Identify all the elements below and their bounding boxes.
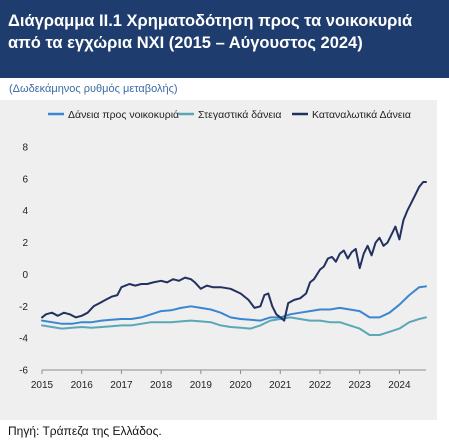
y-tick-label: 6	[22, 174, 28, 185]
line-chart: Δάνεια προς νοικοκυριά Στεγαστικά δάνεια Κ…	[19, 109, 427, 391]
legend-item: Στεγαστικά δάνεια	[178, 109, 281, 121]
figure-title: Διάγραμμα ΙΙ.1 Χρηματοδότηση προς τα νοι…	[8, 12, 413, 52]
legend-label: Στεγαστικά δάνεια	[198, 109, 281, 121]
legend-item: Δάνεια προς νοικοκυριά	[48, 109, 179, 121]
x-tick-label: 2015	[31, 380, 54, 391]
x-tick-label: 2021	[269, 380, 292, 391]
legend-label: Δάνεια προς νοικοκυριά	[68, 109, 179, 121]
x-tick-label: 2019	[190, 380, 213, 391]
x-tick-label: 2020	[229, 380, 252, 391]
figure-header: Διάγραμμα ΙΙ.1 Χρηματοδότηση προς τα νοι…	[0, 0, 449, 78]
x-tick-label: 2023	[349, 380, 372, 391]
x-tick-label: 2018	[150, 380, 173, 391]
x-tick-label: 2016	[71, 380, 94, 391]
y-tick-label: -6	[19, 366, 28, 377]
legend-label: Καταναλωτικά Δάνεια	[312, 109, 411, 121]
y-axis: -6 -4 -2 0 2 4 6 8	[19, 143, 28, 377]
y-tick-label: 2	[22, 238, 28, 249]
legend-item: Καταναλωτικά Δάνεια	[292, 109, 411, 121]
series-line	[41, 285, 427, 325]
x-tick-label: 2017	[110, 380, 133, 391]
x-tick-label: 2022	[309, 380, 332, 391]
y-tick-label: -4	[19, 334, 28, 345]
y-tick-label: 0	[22, 270, 28, 281]
legend: Δάνεια προς νοικοκυριά Στεγαστικά δάνεια Κ…	[48, 109, 411, 121]
source-note: Πηγή: Τράπεζα της Ελλάδος.	[8, 424, 162, 438]
y-tick-label: -2	[19, 302, 28, 313]
series-layer	[41, 181, 427, 336]
series-line	[41, 181, 427, 322]
y-tick-label: 4	[22, 206, 28, 217]
y-tick-label: 8	[22, 143, 28, 154]
figure-subtitle: (Δωδεκάμηνος ρυθμός μεταβολής)	[9, 83, 178, 95]
x-tick-label: 2024	[388, 380, 411, 391]
x-axis: 2015 2016 2017 2018 2019 2020 2021 2022 2023 2024	[31, 369, 426, 391]
series-line	[41, 316, 427, 336]
chart-area: Δάνεια προς νοικοκυριά Στεγαστικά δάνεια Κ…	[0, 100, 437, 420]
